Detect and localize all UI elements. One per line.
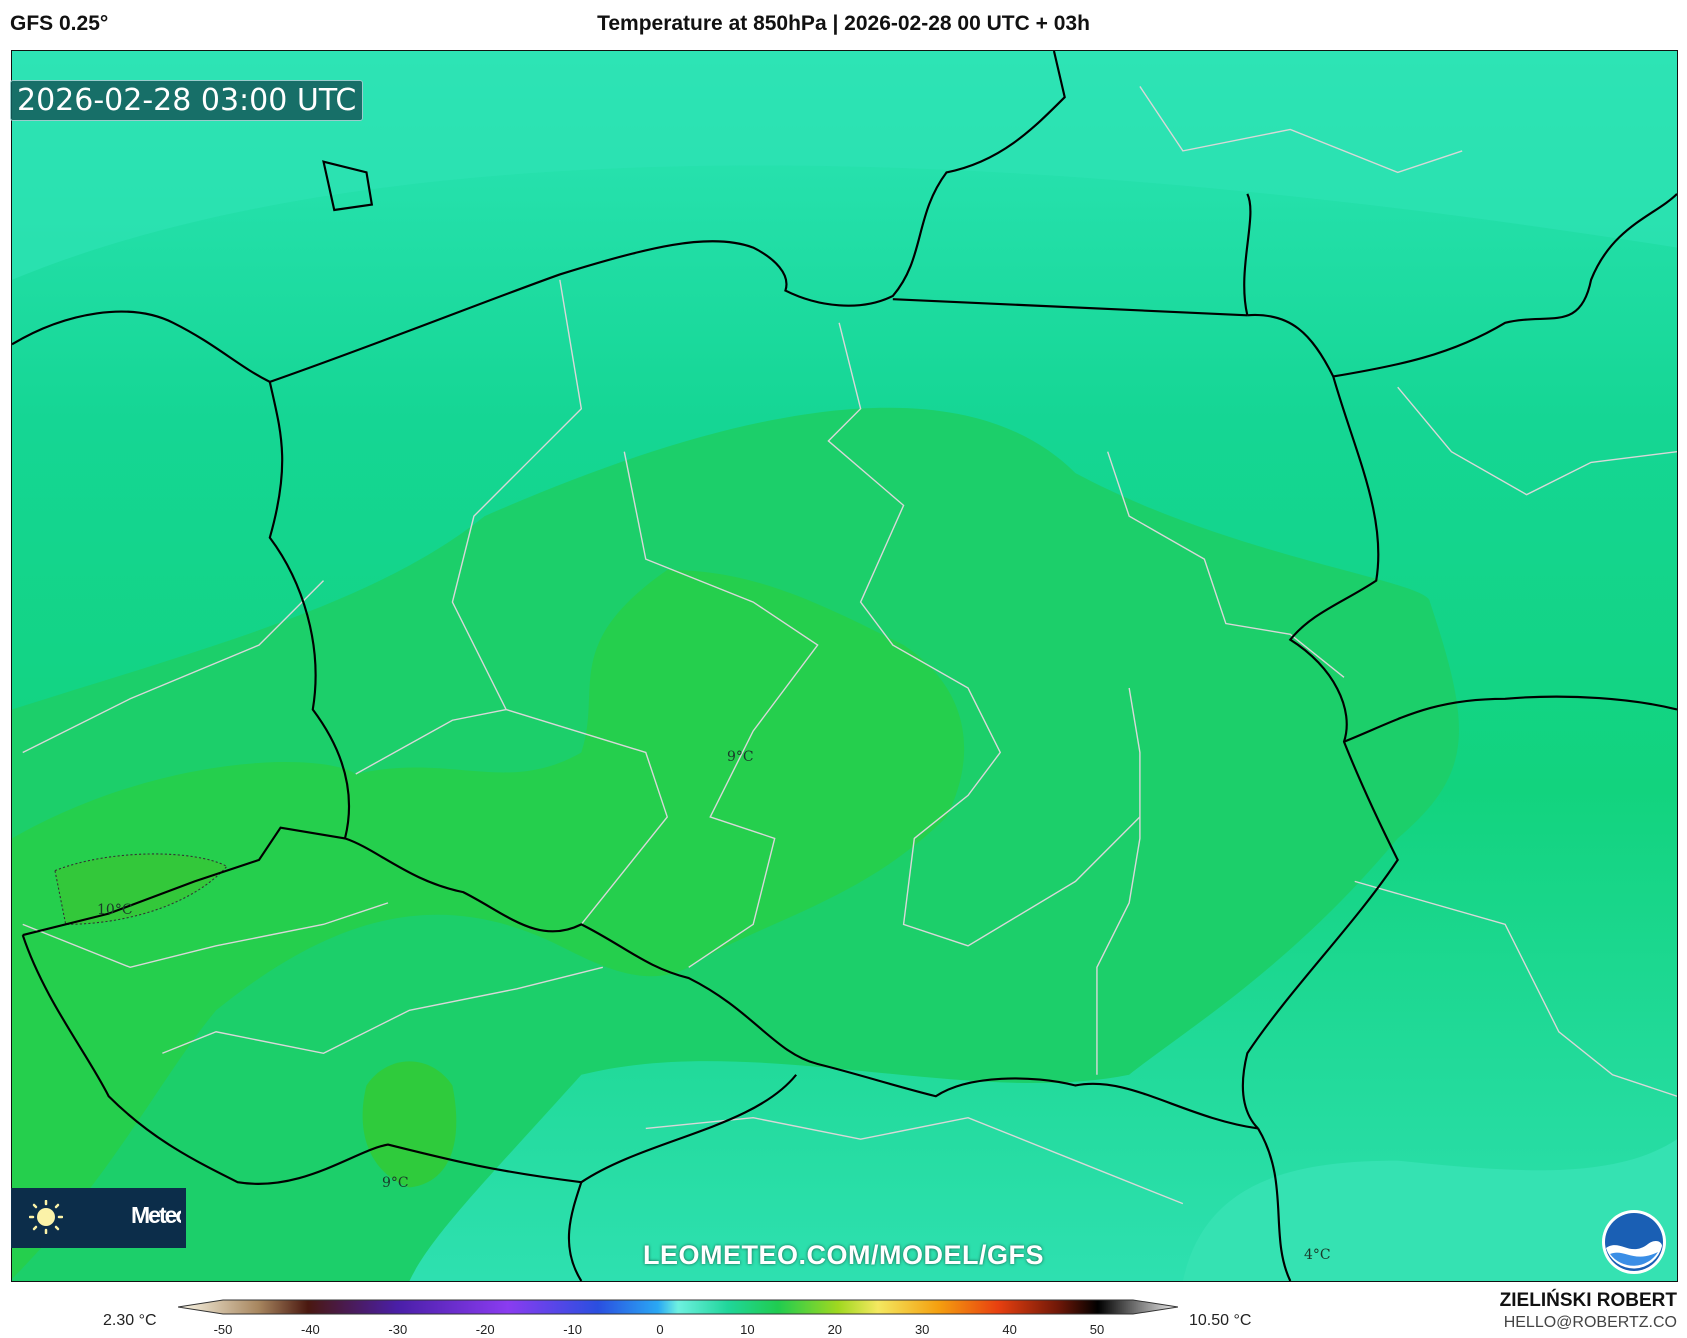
author-name: ZIELIŃSKI ROBERT xyxy=(1499,1290,1677,1311)
region-borders xyxy=(22,86,1677,1205)
colorbar-tick-label: -30 xyxy=(388,1322,408,1337)
contour-band-10 xyxy=(54,853,228,925)
colorbar-tick-label: 0 xyxy=(656,1322,664,1337)
colorbar xyxy=(178,1299,1178,1315)
contour-label: 4°C xyxy=(1304,1247,1331,1263)
author-email[interactable]: HELLO@ROBERTZ.CO xyxy=(1503,1314,1677,1331)
colorbar-tick-label: -10 xyxy=(563,1322,582,1337)
contour-label: 9°C xyxy=(727,749,754,765)
contour-band-cold xyxy=(12,51,1677,280)
colorbar-min-label: 2.30 °C xyxy=(103,1312,157,1329)
country-borders xyxy=(12,51,1677,1281)
temperature-map: 9°C 10°C 9°C 4°C xyxy=(11,50,1678,1282)
colorbar-tick-label: -40 xyxy=(300,1322,320,1337)
sun-icon xyxy=(29,1200,63,1234)
chart-title: Temperature at 850hPa | 2026-02-28 00 UT… xyxy=(597,12,1090,35)
model-name: GFS 0.25° xyxy=(10,12,109,35)
noaa-logo-icon xyxy=(1602,1210,1666,1274)
colorbar-tick-label: -50 xyxy=(213,1322,233,1337)
colorbar-tick-label: 50 xyxy=(1089,1322,1105,1337)
contour-band-9 xyxy=(12,569,965,1279)
watermark: LEOMETEO.COM/MODEL/GFS xyxy=(643,1240,1044,1270)
contour-label: 9°C xyxy=(382,1175,409,1191)
colorbar-max-label: 10.50 °C xyxy=(1189,1312,1252,1329)
colorbar-tick-label: -20 xyxy=(475,1322,495,1337)
colorbar-tick-label: 20 xyxy=(827,1322,843,1337)
colorbar-tick-label: 40 xyxy=(1002,1322,1017,1337)
contour-band-4 xyxy=(1182,1139,1677,1281)
map-canvas xyxy=(12,51,1677,1281)
colorbar-tick-label: 10 xyxy=(740,1322,755,1337)
meteo-logo: Meteo xyxy=(11,1188,186,1248)
contour-label: 10°C xyxy=(97,902,133,918)
valid-time-stamp: 2026-02-28 03:00 UTC xyxy=(10,80,364,121)
colorbar-tick-label: 30 xyxy=(914,1322,930,1337)
logo-text: Meteo xyxy=(131,1202,181,1228)
